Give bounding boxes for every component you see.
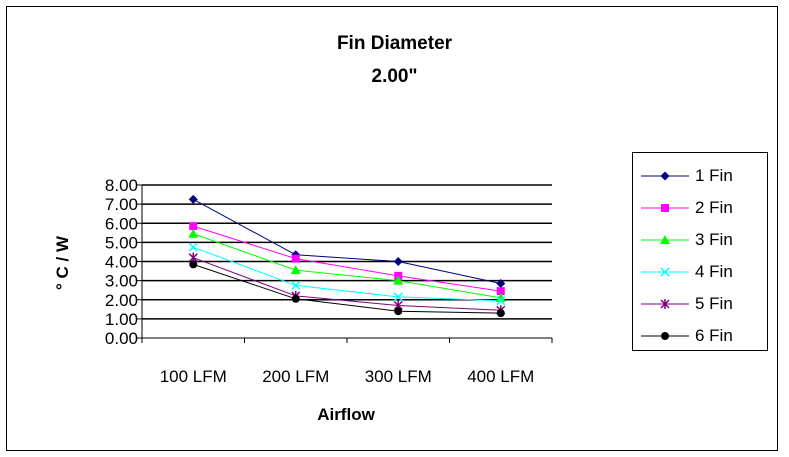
data-point-3-1	[188, 228, 199, 238]
series-lines	[193, 198, 501, 314]
data-point-3-4	[495, 292, 506, 302]
y-tick-label: 8.00	[105, 176, 138, 195]
legend: 1 Fin 2 Fin 3 Fin 4 Fin 5 Fin 6 Fin	[632, 152, 768, 351]
data-point-3-2	[290, 265, 301, 275]
data-point-6-1	[189, 260, 198, 269]
legend-marker	[661, 332, 669, 340]
data-point-1-4	[496, 278, 506, 288]
legend-item: 5 Fin	[633, 288, 769, 320]
legend-swatch	[641, 267, 689, 277]
data-point-2-4	[496, 287, 505, 296]
legend-swatch	[641, 171, 689, 181]
x-tick-label: 400 LFM	[467, 367, 534, 386]
y-tick-label: 0.00	[105, 329, 138, 348]
data-point-4-1	[188, 242, 198, 252]
legend-label: 2 Fin	[695, 198, 733, 217]
series-line-4	[193, 246, 501, 302]
legend-label: 4 Fin	[695, 262, 733, 281]
axes	[141, 185, 553, 343]
y-tick-label: 6.00	[105, 214, 138, 233]
legend-item: 1 Fin	[633, 160, 769, 192]
y-tick-label: 1.00	[105, 310, 138, 329]
legend-swatch	[641, 299, 689, 309]
legend-swatch	[641, 332, 689, 340]
x-tick-label: 300 LFM	[365, 367, 432, 386]
data-point-3-3	[393, 275, 404, 285]
series-line-1	[193, 198, 501, 284]
y-tick-label: 3.00	[105, 272, 138, 291]
y-axis-label: ° C / W	[53, 235, 72, 290]
y-tick-label: 2.00	[105, 291, 138, 310]
x-tick-label: 200 LFM	[262, 367, 329, 386]
y-tick-label: 5.00	[105, 233, 138, 252]
series-line-6	[193, 263, 501, 314]
y-tick-label: 7.00	[105, 195, 138, 214]
legend-label: 6 Fin	[695, 326, 733, 345]
data-point-6-3	[394, 307, 403, 316]
x-tick-labels: 100 LFM 200 LFM 300 LFM 400 LFM	[160, 367, 535, 386]
legend-marker	[661, 204, 669, 212]
legend-marker	[660, 235, 670, 244]
legend-swatch	[641, 235, 689, 244]
y-tick-label: 4.00	[105, 253, 138, 272]
data-point-2-1	[189, 222, 198, 231]
series-line-5	[193, 257, 501, 311]
legend-marker	[660, 267, 670, 277]
data-point-6-2	[291, 294, 300, 303]
legend-item: 6 Fin	[633, 320, 769, 352]
legend-label: 1 Fin	[695, 166, 733, 185]
legend-item: 2 Fin	[633, 192, 769, 224]
y-tick-labels: 0.001.002.003.004.005.006.007.008.00	[105, 176, 138, 348]
data-point-4-4	[496, 296, 506, 306]
series-line-2	[193, 225, 501, 292]
data-point-4-3	[393, 292, 403, 302]
data-point-6-4	[496, 309, 505, 318]
data-point-2-2	[291, 254, 300, 263]
x-axis-label: Airflow	[317, 405, 375, 424]
data-point-1-1	[188, 194, 198, 204]
chart-subtitle: 2.00"	[371, 66, 418, 87]
series-markers	[188, 194, 506, 318]
legend-label: 3 Fin	[695, 230, 733, 249]
legend-marker	[660, 299, 670, 309]
data-point-1-3	[393, 257, 403, 266]
legend-label: 5 Fin	[695, 294, 733, 313]
legend-item: 4 Fin	[633, 256, 769, 288]
gridlines	[137, 184, 552, 339]
x-tick-label: 100 LFM	[160, 367, 227, 386]
chart-title: Fin Diameter	[336, 33, 453, 54]
series-line-3	[193, 233, 501, 299]
legend-swatch	[641, 204, 689, 212]
data-point-4-2	[291, 280, 301, 290]
legend-marker	[660, 171, 670, 181]
legend-item: 3 Fin	[633, 224, 769, 256]
